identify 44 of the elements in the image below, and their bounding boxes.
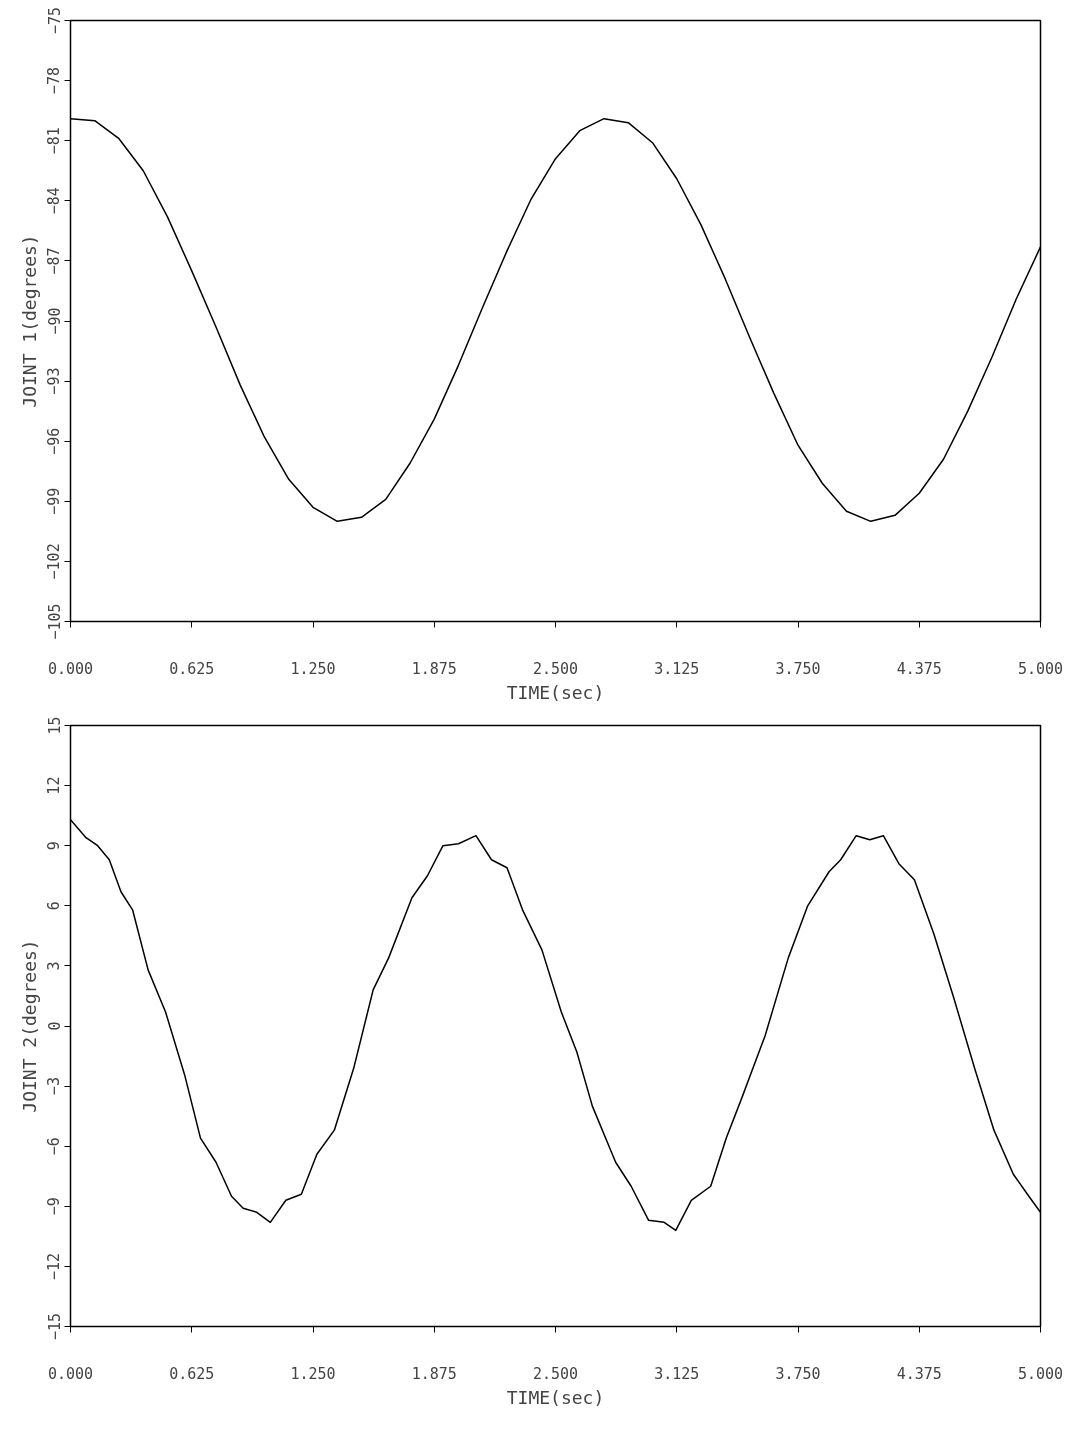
- y-tick-label: 6: [45, 901, 64, 911]
- y-tick-label: −6: [45, 1137, 64, 1156]
- x-tick-label: 3.750: [775, 659, 821, 678]
- x-tick-label: 0.000: [47, 659, 94, 678]
- x-tick-label: 1.250: [290, 659, 336, 678]
- x-tick-label: 2.500: [532, 1364, 579, 1383]
- x-tick-label: 0.000: [47, 1364, 94, 1383]
- x-tick-label: 1.875: [411, 659, 457, 678]
- x-tick-label: 3.125: [654, 1364, 700, 1383]
- y-tick-label: −90: [45, 307, 64, 335]
- y-tick-label: −78: [45, 67, 64, 95]
- y-tick-label: −96: [45, 427, 64, 455]
- y-tick-label: −9: [45, 1197, 64, 1216]
- y-tick-label: −75: [45, 6, 64, 35]
- y-tick-label: −81: [45, 127, 64, 155]
- x-tick-label: 5.000: [1017, 1364, 1064, 1383]
- x-tick-label: 0.625: [169, 1364, 215, 1383]
- x-tick-label: 3.125: [654, 659, 700, 678]
- y-tick-label: −102: [45, 543, 64, 580]
- x-tick-label: 4.375: [896, 1364, 942, 1383]
- x-axis-title: TIME(sec): [506, 1386, 605, 1408]
- y-tick-label: 0: [45, 1021, 64, 1031]
- y-axis-title: JOINT 1(degrees): [18, 234, 40, 408]
- y-tick-label: −99: [45, 487, 64, 515]
- x-tick-label: 0.625: [169, 659, 215, 678]
- x-tick-label: 1.250: [290, 1364, 336, 1383]
- x-tick-label: 3.750: [775, 1364, 821, 1383]
- y-tick-label: −93: [45, 367, 64, 395]
- y-tick-label: −105: [45, 603, 64, 640]
- y-tick-label: −12: [45, 1252, 64, 1280]
- y-tick-label: 9: [45, 841, 64, 851]
- y-tick-label: 12: [45, 776, 64, 795]
- x-tick-label: 4.375: [896, 659, 942, 678]
- x-tick-label: 5.000: [1017, 659, 1064, 678]
- y-tick-label: −3: [45, 1077, 64, 1096]
- x-tick-label: 2.500: [532, 659, 579, 678]
- x-tick-label: 1.875: [411, 1364, 457, 1383]
- x-axis-title: TIME(sec): [506, 681, 605, 703]
- y-tick-label: 3: [45, 961, 64, 971]
- y-axis-title: JOINT 2(degrees): [18, 939, 40, 1113]
- y-tick-label: −87: [45, 247, 64, 275]
- y-tick-label: −15: [45, 1312, 64, 1341]
- y-tick-label: −84: [45, 187, 64, 215]
- y-tick-label: 15: [45, 716, 64, 735]
